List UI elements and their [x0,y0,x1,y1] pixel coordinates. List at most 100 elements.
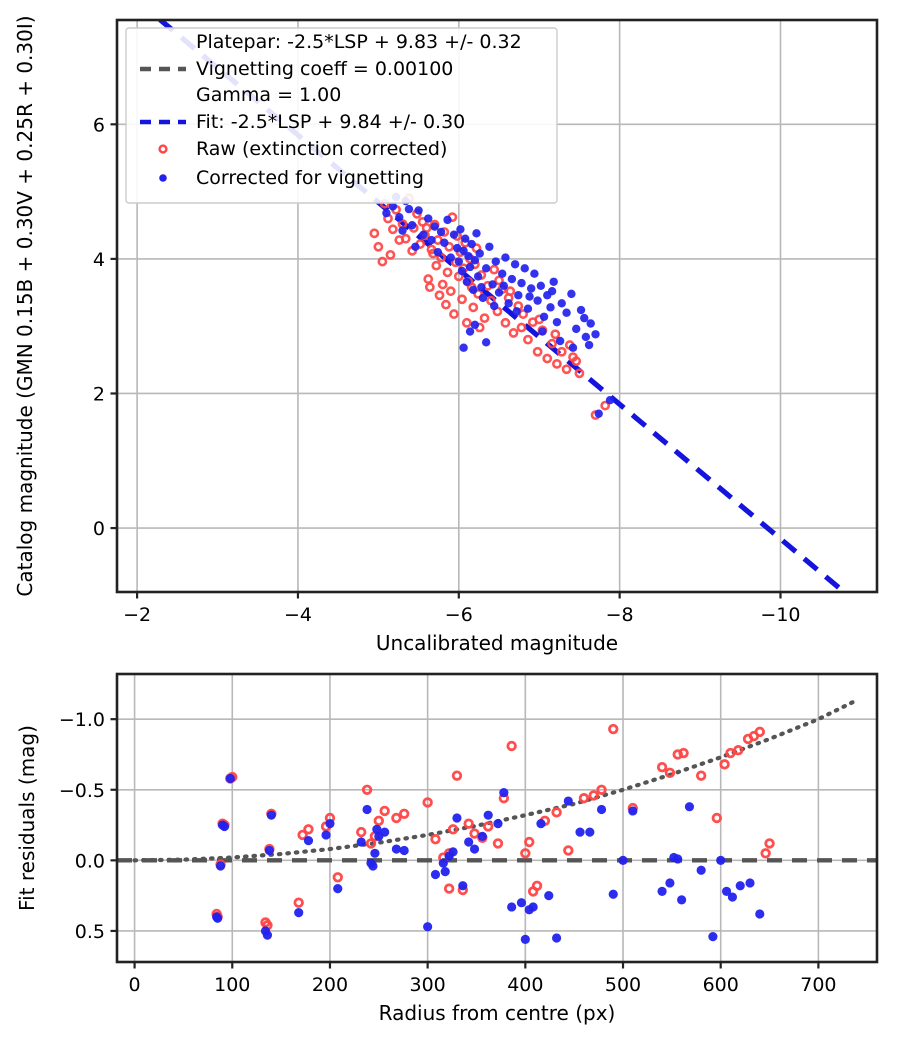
y-axis-label: Fit residuals (mag) [15,725,39,911]
data-point [562,308,571,317]
data-point [533,296,542,305]
data-point [520,264,529,273]
data-point [445,286,456,297]
data-point [585,827,595,837]
plot-frame [115,18,879,594]
data-point [572,324,581,334]
data-point [461,234,470,243]
data-point [449,309,459,319]
data-point [398,226,407,235]
data-point [422,797,433,808]
data-point [437,279,448,290]
data-point [443,215,452,225]
data-point [584,340,594,350]
data-point [465,262,475,272]
data-point [469,844,480,854]
data-point [461,317,472,328]
data-point [510,260,520,269]
data-point [433,247,443,257]
data-point [373,241,384,252]
data-point [361,784,373,795]
data-point [523,334,533,345]
x-tick-label: −4 [284,604,312,626]
data-point [586,319,595,328]
data-point [494,288,504,297]
data-point [294,907,304,918]
data-point [438,858,448,868]
y-tick-label: 0.0 [75,850,105,872]
data-point [457,294,467,305]
data-point [546,303,555,312]
data-point [477,282,486,292]
x-tick-label: 200 [312,974,348,996]
data-point [325,819,335,829]
data-point [485,242,494,251]
x-tick-label: 400 [507,974,543,996]
data-point [225,773,235,784]
data-point [483,810,493,820]
data-point [456,225,465,234]
data-point [657,886,667,897]
data-point [332,872,343,883]
data-point [464,837,474,847]
data-point [458,881,468,891]
data-point [526,284,536,293]
data-point [470,320,480,330]
data-point [442,267,453,278]
y-tick-label: 6 [93,114,105,136]
data-point [520,848,531,859]
data-point [501,253,510,262]
data-point [678,747,689,759]
data-point [212,912,222,922]
data-point [419,230,428,239]
series-corrected [382,192,615,418]
data-point [395,212,404,222]
data-point [673,854,683,864]
data-point [356,837,366,847]
data-point [440,867,450,877]
data-point [600,400,611,411]
data-point [454,257,463,266]
data-point [588,790,599,801]
data-point [379,805,390,817]
data-point [478,293,488,303]
data-point [370,848,380,858]
data-point [618,855,628,865]
data-point [483,821,494,832]
data-point [568,343,578,352]
data-point [394,235,405,245]
data-point [531,880,543,891]
data-point [505,286,516,297]
data-point [523,304,533,313]
legend-label: Platepar: -2.5*LSP + 9.83 +/- 0.32 [196,31,522,53]
data-point [473,272,483,281]
data-point [387,224,398,235]
data-point [479,313,490,324]
data-point [571,356,582,367]
legend-entry: Gamma = 1.00 [196,84,341,106]
data-point [563,796,573,806]
data-point [431,260,442,271]
data-point [491,257,500,266]
vignetting-curve-group [132,700,855,863]
legend-entry: Corrected for vignetting [159,167,424,189]
data-point [459,343,468,352]
data-point [578,793,590,804]
data-point [575,827,585,837]
data-point [628,806,638,816]
data-point [451,770,463,781]
data-point [440,238,449,247]
data-point [551,807,562,818]
legend-entry: Raw (extinction corrected) [158,138,447,160]
data-point [696,865,706,875]
data-point [550,329,561,340]
axes-frame-residuals: 0 100 200 300 400 500 600 700 0.5 0.0 −0.5 −1.0 Radi… [15,672,879,1025]
data-point [516,322,527,333]
x-tick-label: 300 [410,974,446,996]
data-point [373,815,384,827]
data-point [457,266,467,276]
scatter-points-photometry [369,192,615,420]
data-point [441,299,451,310]
data-point [424,282,435,293]
